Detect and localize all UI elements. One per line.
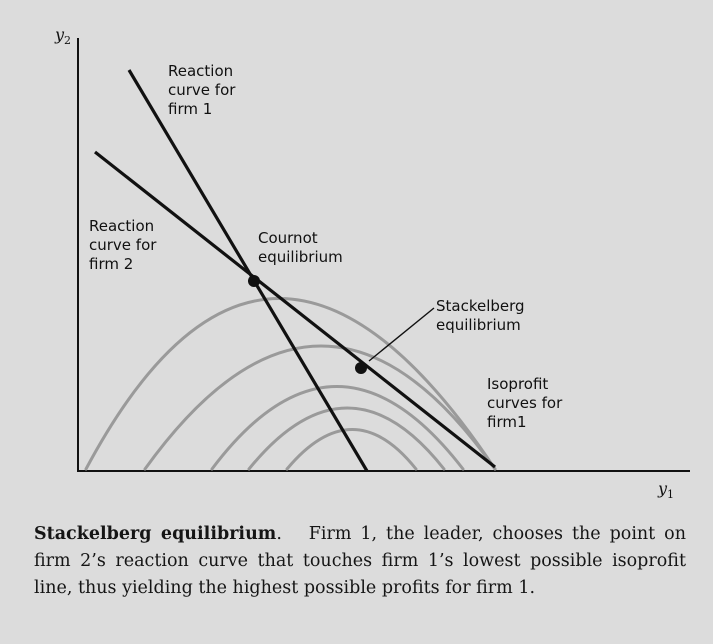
label-line: Stackelberg: [436, 297, 525, 315]
figure-caption: Stackelberg equilibrium. Firm 1, the lea…: [34, 521, 686, 602]
x-axis-subscript: 1: [667, 488, 675, 502]
y-axis-subscript: 2: [64, 34, 72, 48]
y-axis-symbol: y: [55, 25, 65, 44]
isoprofit-curve-5: [285, 428, 418, 471]
label-line: curve for: [89, 236, 157, 254]
label-line: Cournot: [258, 229, 318, 247]
label-isoprofit-curves: Isoprofit curves for firm1: [487, 375, 562, 432]
isoprofit-curve-2: [143, 344, 497, 471]
label-line: firm 2: [89, 255, 134, 273]
x-axis-symbol: y: [658, 479, 668, 498]
label-stackelberg-equilibrium: Stackelberg equilibrium: [436, 297, 525, 335]
caption-title-suffix: .: [276, 524, 282, 544]
y-axis-label: y2: [55, 25, 71, 47]
isoprofit-curve-4: [247, 406, 446, 471]
stackelberg-pointer: [368, 307, 435, 362]
label-line: firm 1: [168, 100, 213, 118]
label-cournot-equilibrium: Cournot equilibrium: [258, 229, 343, 267]
isoprofit-curve-3: [210, 385, 465, 471]
caption-title: Stackelberg equilibrium: [34, 524, 277, 544]
isoprofit-curves: [84, 297, 497, 471]
label-reaction-curve-firm1: Reaction curve for firm 1: [168, 62, 235, 119]
reaction-curve-firm2: [94, 150, 496, 469]
label-line: equilibrium: [258, 248, 343, 266]
label-line: Reaction: [89, 217, 155, 235]
x-axis-label: y1: [658, 479, 674, 501]
cournot-equilibrium-point: [248, 275, 260, 287]
label-reaction-curve-firm2: Reaction curve for firm 2: [89, 217, 156, 274]
label-line: curves for: [487, 394, 563, 412]
label-line: equilibrium: [436, 316, 521, 334]
label-line: curve for: [168, 81, 236, 99]
stackelberg-diagram: [77, 38, 690, 472]
label-line: Reaction: [168, 62, 234, 80]
stackelberg-equilibrium-point: [355, 362, 367, 374]
label-line: Isoprofit: [487, 375, 549, 393]
isoprofit-curve-1: [84, 297, 497, 471]
label-line: firm1: [487, 413, 527, 431]
caption-body: Firm 1, the leader, chooses the point on…: [34, 524, 686, 598]
